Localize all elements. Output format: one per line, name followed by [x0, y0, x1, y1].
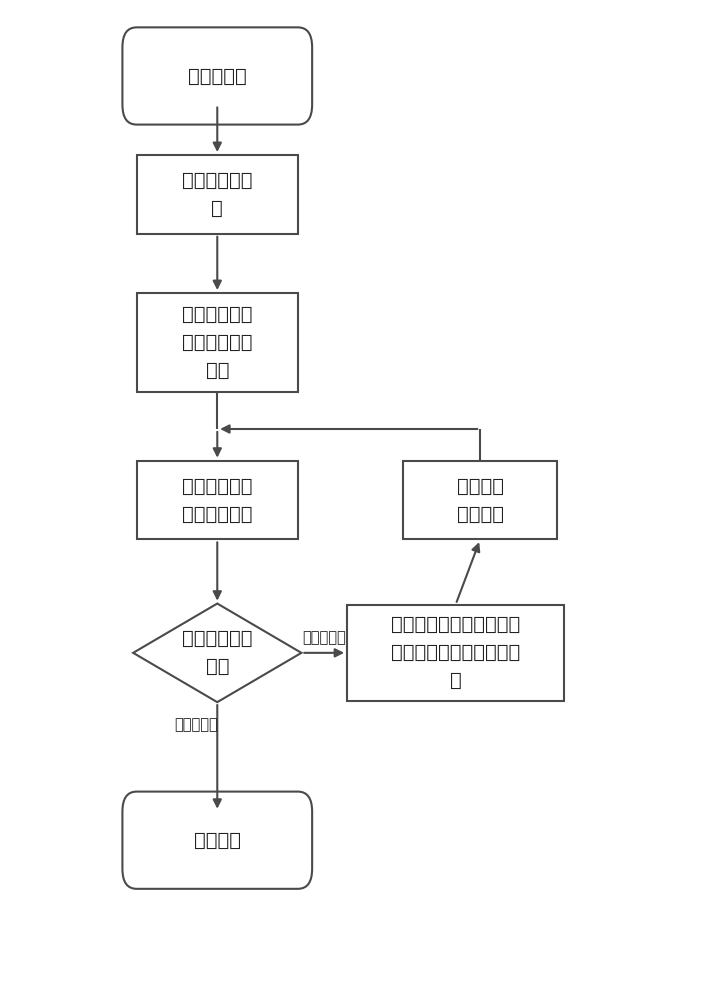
- FancyBboxPatch shape: [122, 27, 312, 125]
- Text: 电机运转
调节阻抗: 电机运转 调节阻抗: [457, 477, 503, 524]
- Bar: [347, 605, 564, 701]
- Text: 调节结束: 调节结束: [194, 831, 241, 850]
- Text: 与设定误差值
比较: 与设定误差值 比较: [182, 629, 252, 676]
- Text: 测量电压和电
流，计算阻抗: 测量电压和电 流，计算阻抗: [182, 477, 252, 524]
- Bar: [403, 461, 557, 539]
- FancyBboxPatch shape: [122, 792, 312, 889]
- Text: 读取设定参数
值: 读取设定参数 值: [182, 171, 252, 218]
- Text: 大于误差限: 大于误差限: [302, 630, 346, 645]
- Bar: [137, 155, 298, 234]
- Bar: [137, 461, 298, 539]
- Text: 根据阻抗差值，确定电机
调节方向、频率和调节时
间: 根据阻抗差值，确定电机 调节方向、频率和调节时 间: [391, 615, 521, 690]
- Polygon shape: [133, 604, 302, 702]
- Text: 小于误差限: 小于误差限: [174, 717, 218, 732]
- Bar: [137, 293, 298, 392]
- Text: 调节初始化: 调节初始化: [188, 66, 247, 85]
- Text: 阻抗调节到初
始位置（最小
值）: 阻抗调节到初 始位置（最小 值）: [182, 305, 252, 380]
